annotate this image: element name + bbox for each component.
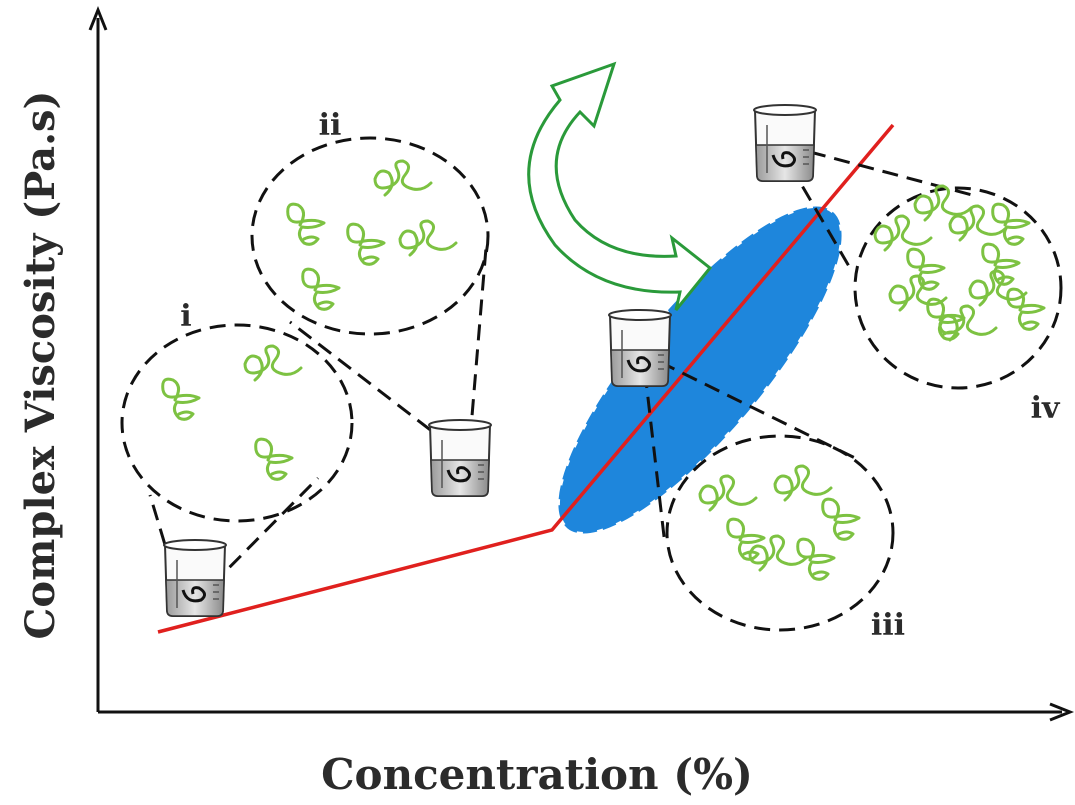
diagram: Complex Viscosity (Pa.s) Concentration (… [0, 0, 1075, 805]
stage-circle [252, 138, 488, 334]
stage-circle [855, 188, 1061, 388]
beaker [429, 420, 491, 496]
x-axis-label: Concentration (%) [321, 750, 753, 799]
viscosity-curve [158, 125, 893, 632]
green-arrow [529, 64, 710, 310]
stage-circle [122, 325, 352, 521]
stage-label: iii [871, 608, 905, 643]
stage-label: iv [1031, 391, 1061, 426]
stage-label: ii [319, 108, 342, 143]
stage-label: i [180, 299, 191, 334]
y-axis-label: Complex Viscosity (Pa.s) [17, 91, 64, 640]
beaker [754, 105, 816, 181]
beaker [609, 310, 671, 386]
beaker [164, 540, 226, 616]
stage-circle [667, 436, 893, 630]
